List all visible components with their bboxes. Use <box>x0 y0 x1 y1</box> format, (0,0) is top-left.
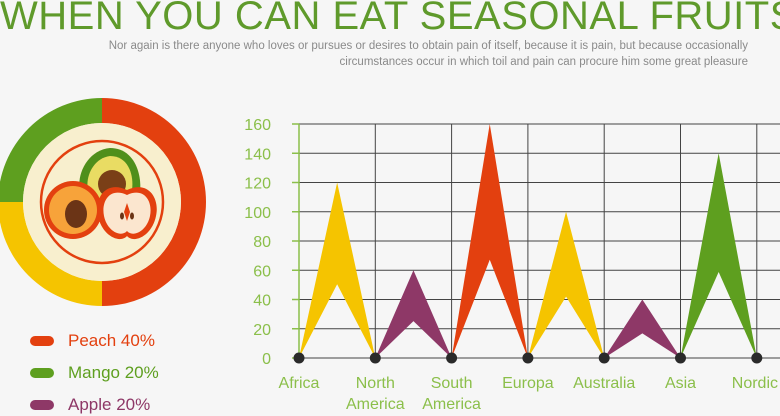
peak-2 <box>451 124 528 358</box>
x-tick-label: South <box>431 375 473 392</box>
subtitle-line-1: Nor again is there anyone who loves or p… <box>108 40 748 52</box>
y-tick-label: 100 <box>244 205 271 222</box>
legend-swatch <box>30 400 54 410</box>
y-tick-label: 0 <box>262 351 271 368</box>
legend-label: Apple 20% <box>68 395 151 414</box>
axis-marker <box>675 352 686 364</box>
peak-3 <box>527 211 605 358</box>
x-tick-label: Australia <box>573 375 635 392</box>
axis-marker <box>369 352 381 364</box>
legend-swatch <box>30 336 54 346</box>
page-title: WHEN YOU CAN EAT SEASONAL FRUITS <box>0 0 780 38</box>
axis-marker <box>446 352 458 364</box>
legend-label: Peach 40% <box>68 331 155 350</box>
axis-marker <box>522 352 534 364</box>
y-tick-label: 80 <box>253 234 271 251</box>
x-tick-label-line2: America <box>422 396 481 413</box>
donut-ring <box>0 98 206 306</box>
apple-half-icon <box>97 187 157 240</box>
axis-marker <box>751 352 763 364</box>
axis-marker <box>598 352 610 364</box>
donut-inner-outline <box>39 139 165 265</box>
y-tick-label: 20 <box>253 322 271 339</box>
y-tick-label: 60 <box>253 263 271 280</box>
apricot-half-icon <box>44 181 102 239</box>
x-tick-label: Africa <box>279 375 320 392</box>
x-tick-label: Europa <box>502 375 554 392</box>
donut-segment-mango-yellow <box>0 202 102 306</box>
x-tick-label: Nordic <box>732 375 778 392</box>
chart-peaks <box>299 124 757 358</box>
legend-swatch <box>30 368 54 378</box>
y-tick-label: 140 <box>244 146 271 163</box>
peak-5 <box>680 153 757 358</box>
axis-marker <box>293 352 305 364</box>
x-tick-label: North <box>356 375 395 392</box>
x-tick-label-line2: America <box>346 396 405 413</box>
y-tick-label: 120 <box>244 176 271 193</box>
subtitle-line-2: circumstances occur in which toil and pa… <box>339 56 748 68</box>
x-tick-label: Asia <box>665 375 696 392</box>
y-axis: 0 20 40 60 80 100 120 140 160 <box>244 117 300 368</box>
x-axis-labels: Africa North America South America Europa Aust… <box>279 375 778 413</box>
chart-markers <box>293 352 763 364</box>
legend-label: Mango 20% <box>68 363 159 382</box>
peak-0 <box>299 182 376 358</box>
peak-4 <box>604 299 681 358</box>
y-tick-label: 40 <box>253 293 271 310</box>
donut-segment-peach <box>102 98 206 306</box>
y-tick-label: 160 <box>244 117 271 134</box>
donut-segment-mango-green <box>0 98 102 202</box>
page-subtitle: Nor again is there anyone who loves or p… <box>8 38 748 70</box>
peak-1 <box>375 270 452 358</box>
